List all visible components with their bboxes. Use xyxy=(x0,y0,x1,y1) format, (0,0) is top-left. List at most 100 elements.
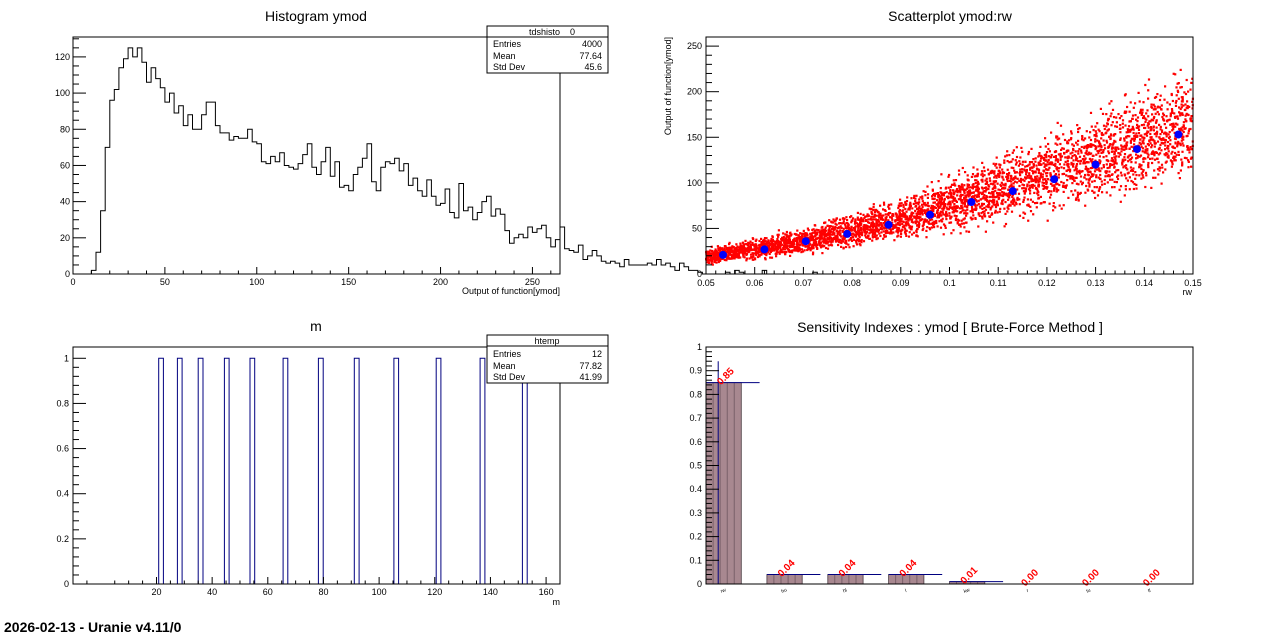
scatter-point xyxy=(1093,170,1097,173)
scatter-point xyxy=(1074,176,1077,179)
scatter-point xyxy=(755,244,758,247)
scatter-point xyxy=(1027,164,1030,167)
scatter-point xyxy=(1072,163,1075,166)
scatter-point xyxy=(1056,121,1059,124)
scatter-point xyxy=(732,246,735,249)
scatter-point xyxy=(1060,155,1064,158)
scatter-point xyxy=(792,249,795,252)
scatter-point xyxy=(1096,194,1100,197)
scatter-point xyxy=(1078,148,1081,151)
scatter-point xyxy=(1138,174,1141,177)
scatter-point xyxy=(1075,163,1079,166)
scatter-point xyxy=(1105,139,1108,142)
scatter-point xyxy=(1039,154,1042,157)
scatter-point xyxy=(930,206,933,210)
scatter-point xyxy=(1184,118,1187,121)
scatter-point xyxy=(711,249,714,253)
scatter-point xyxy=(849,237,852,240)
scatter-point xyxy=(709,254,712,257)
scatter-point xyxy=(959,197,962,200)
scatter-point xyxy=(993,184,996,187)
scatter-point xyxy=(953,191,956,194)
scatter-point xyxy=(880,231,883,234)
scatter-point xyxy=(933,205,936,209)
scatter-point xyxy=(1037,163,1041,166)
scatter-point xyxy=(1027,150,1030,154)
scatter-point xyxy=(878,232,881,235)
scatter-point xyxy=(1027,203,1030,206)
scatter-point xyxy=(1010,175,1013,178)
scatter-point xyxy=(1179,107,1182,111)
scatter-point xyxy=(1140,167,1143,170)
scatter-point xyxy=(1035,164,1038,167)
scatter-point xyxy=(947,195,950,198)
scatter-point xyxy=(898,202,901,205)
scatter-point xyxy=(1135,153,1138,156)
scatter-point xyxy=(1076,195,1079,199)
scatter-point xyxy=(916,220,919,223)
scatter-point xyxy=(1008,192,1011,195)
scatter-point xyxy=(853,222,857,225)
scatter-point xyxy=(1002,193,1005,196)
scatter-point xyxy=(845,216,848,219)
scatter-point xyxy=(1141,108,1144,111)
scatter-point xyxy=(1100,131,1103,135)
scatter-point xyxy=(831,240,834,243)
scatter-point xyxy=(1019,174,1022,177)
scatter-point xyxy=(1153,115,1156,119)
scatter-point xyxy=(1123,194,1126,197)
scatter-point xyxy=(1041,184,1044,187)
scatter-point xyxy=(882,230,885,233)
scatter-point xyxy=(864,215,867,218)
scatter-point xyxy=(1182,144,1185,147)
scatter-point xyxy=(1181,98,1184,101)
scatter-point xyxy=(1066,179,1069,182)
scatter-point xyxy=(1006,168,1009,171)
scatter-point xyxy=(1026,185,1029,188)
y-tick-label: 0.6 xyxy=(56,444,69,454)
scatter-point xyxy=(1115,155,1118,158)
scatter-point xyxy=(956,222,959,225)
scatter-point xyxy=(775,242,778,245)
scatter-point xyxy=(1115,121,1118,124)
scatter-point xyxy=(1066,159,1069,162)
scatter-point xyxy=(1103,144,1106,147)
scatter-point xyxy=(785,233,788,236)
scatter-point xyxy=(1014,201,1018,204)
scatter-point xyxy=(872,215,875,218)
scatter-point xyxy=(898,224,901,227)
scatter-point xyxy=(967,203,970,207)
scatter-point xyxy=(1102,124,1106,127)
scatter-point xyxy=(883,209,886,212)
scatter-point xyxy=(1074,198,1078,201)
scatter-point xyxy=(1107,152,1111,155)
scatter-point xyxy=(995,176,998,179)
scatter-point xyxy=(1118,188,1121,191)
m-xlabel: m xyxy=(553,597,561,607)
scatter-point xyxy=(1055,190,1058,193)
scatter-point xyxy=(1114,171,1117,174)
scatter-point xyxy=(715,250,718,253)
scatter-point xyxy=(942,233,945,236)
scatter-point xyxy=(905,203,908,206)
scatter-point xyxy=(913,194,916,197)
scatter-point xyxy=(977,212,980,215)
scatter-point xyxy=(967,179,970,182)
scatter-point xyxy=(1063,138,1067,142)
scatter-point xyxy=(921,224,924,227)
scatter-point xyxy=(969,190,972,193)
scatter-point xyxy=(804,234,807,237)
scatter-point xyxy=(846,219,849,222)
scatter-blue-point xyxy=(1008,187,1017,196)
scatter-point xyxy=(1138,163,1141,166)
scatter-point xyxy=(1065,169,1068,172)
scatter-point xyxy=(1012,149,1015,152)
scatter-point xyxy=(1085,130,1088,133)
scatter-point xyxy=(922,203,926,206)
scatter-point xyxy=(1009,184,1012,187)
scatter-point xyxy=(1113,139,1116,142)
scatter-point xyxy=(864,225,867,228)
scatter-point xyxy=(858,242,861,246)
scatter-point xyxy=(862,213,865,216)
scatter-point xyxy=(781,236,784,239)
